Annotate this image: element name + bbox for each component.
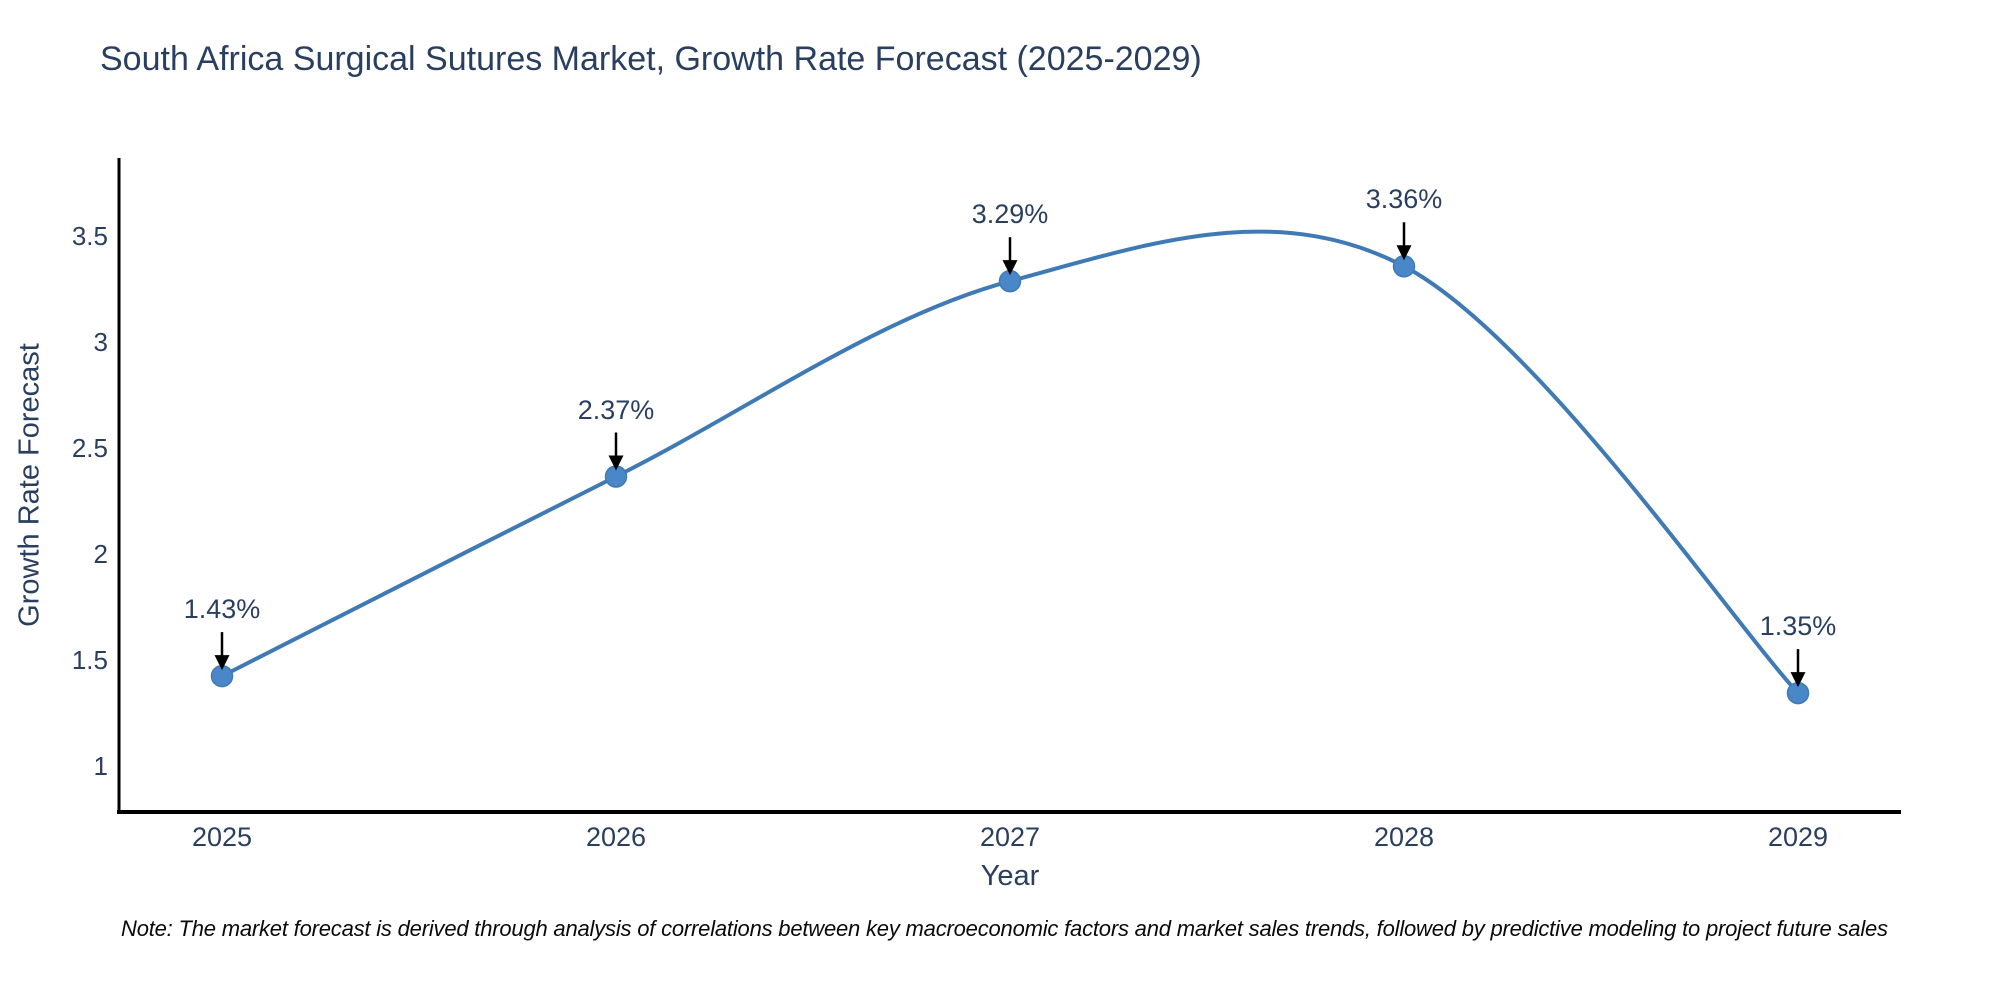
annotation-arrowhead: [214, 655, 230, 671]
point-value-label: 2.37%: [577, 394, 655, 425]
chart-title: South Africa Surgical Sutures Market, Gr…: [100, 40, 1202, 78]
point-value-label: 3.36%: [1365, 184, 1443, 215]
y-tick-label: 1: [93, 751, 108, 782]
annotation-arrowhead: [1790, 672, 1806, 688]
chart-note: Note: The market forecast is derived thr…: [121, 916, 1888, 941]
x-tick-label: 2026: [585, 822, 647, 852]
y-tick-label: 3: [93, 326, 108, 357]
y-tick-label: 3.5: [71, 220, 108, 251]
x-axis-title: Year: [980, 860, 1040, 892]
x-tick-label: 2025: [191, 822, 253, 852]
annotation-arrowhead: [608, 455, 624, 471]
point-value-label: 1.43%: [183, 594, 261, 625]
annotation-arrowhead: [1002, 260, 1018, 276]
y-tick-label: 1.5: [71, 645, 108, 676]
x-tick-label: 2027: [979, 822, 1041, 852]
trend-line: [220, 229, 1800, 696]
x-tick-label: 2028: [1373, 822, 1435, 852]
y-tick-label: 2.5: [71, 432, 108, 463]
point-value-label: 3.29%: [971, 199, 1049, 230]
x-tick-label: 2029: [1767, 822, 1829, 852]
annotation-arrowhead: [1396, 245, 1412, 261]
point-value-label: 1.35%: [1759, 611, 1837, 642]
y-tick-label: 2: [93, 538, 108, 569]
